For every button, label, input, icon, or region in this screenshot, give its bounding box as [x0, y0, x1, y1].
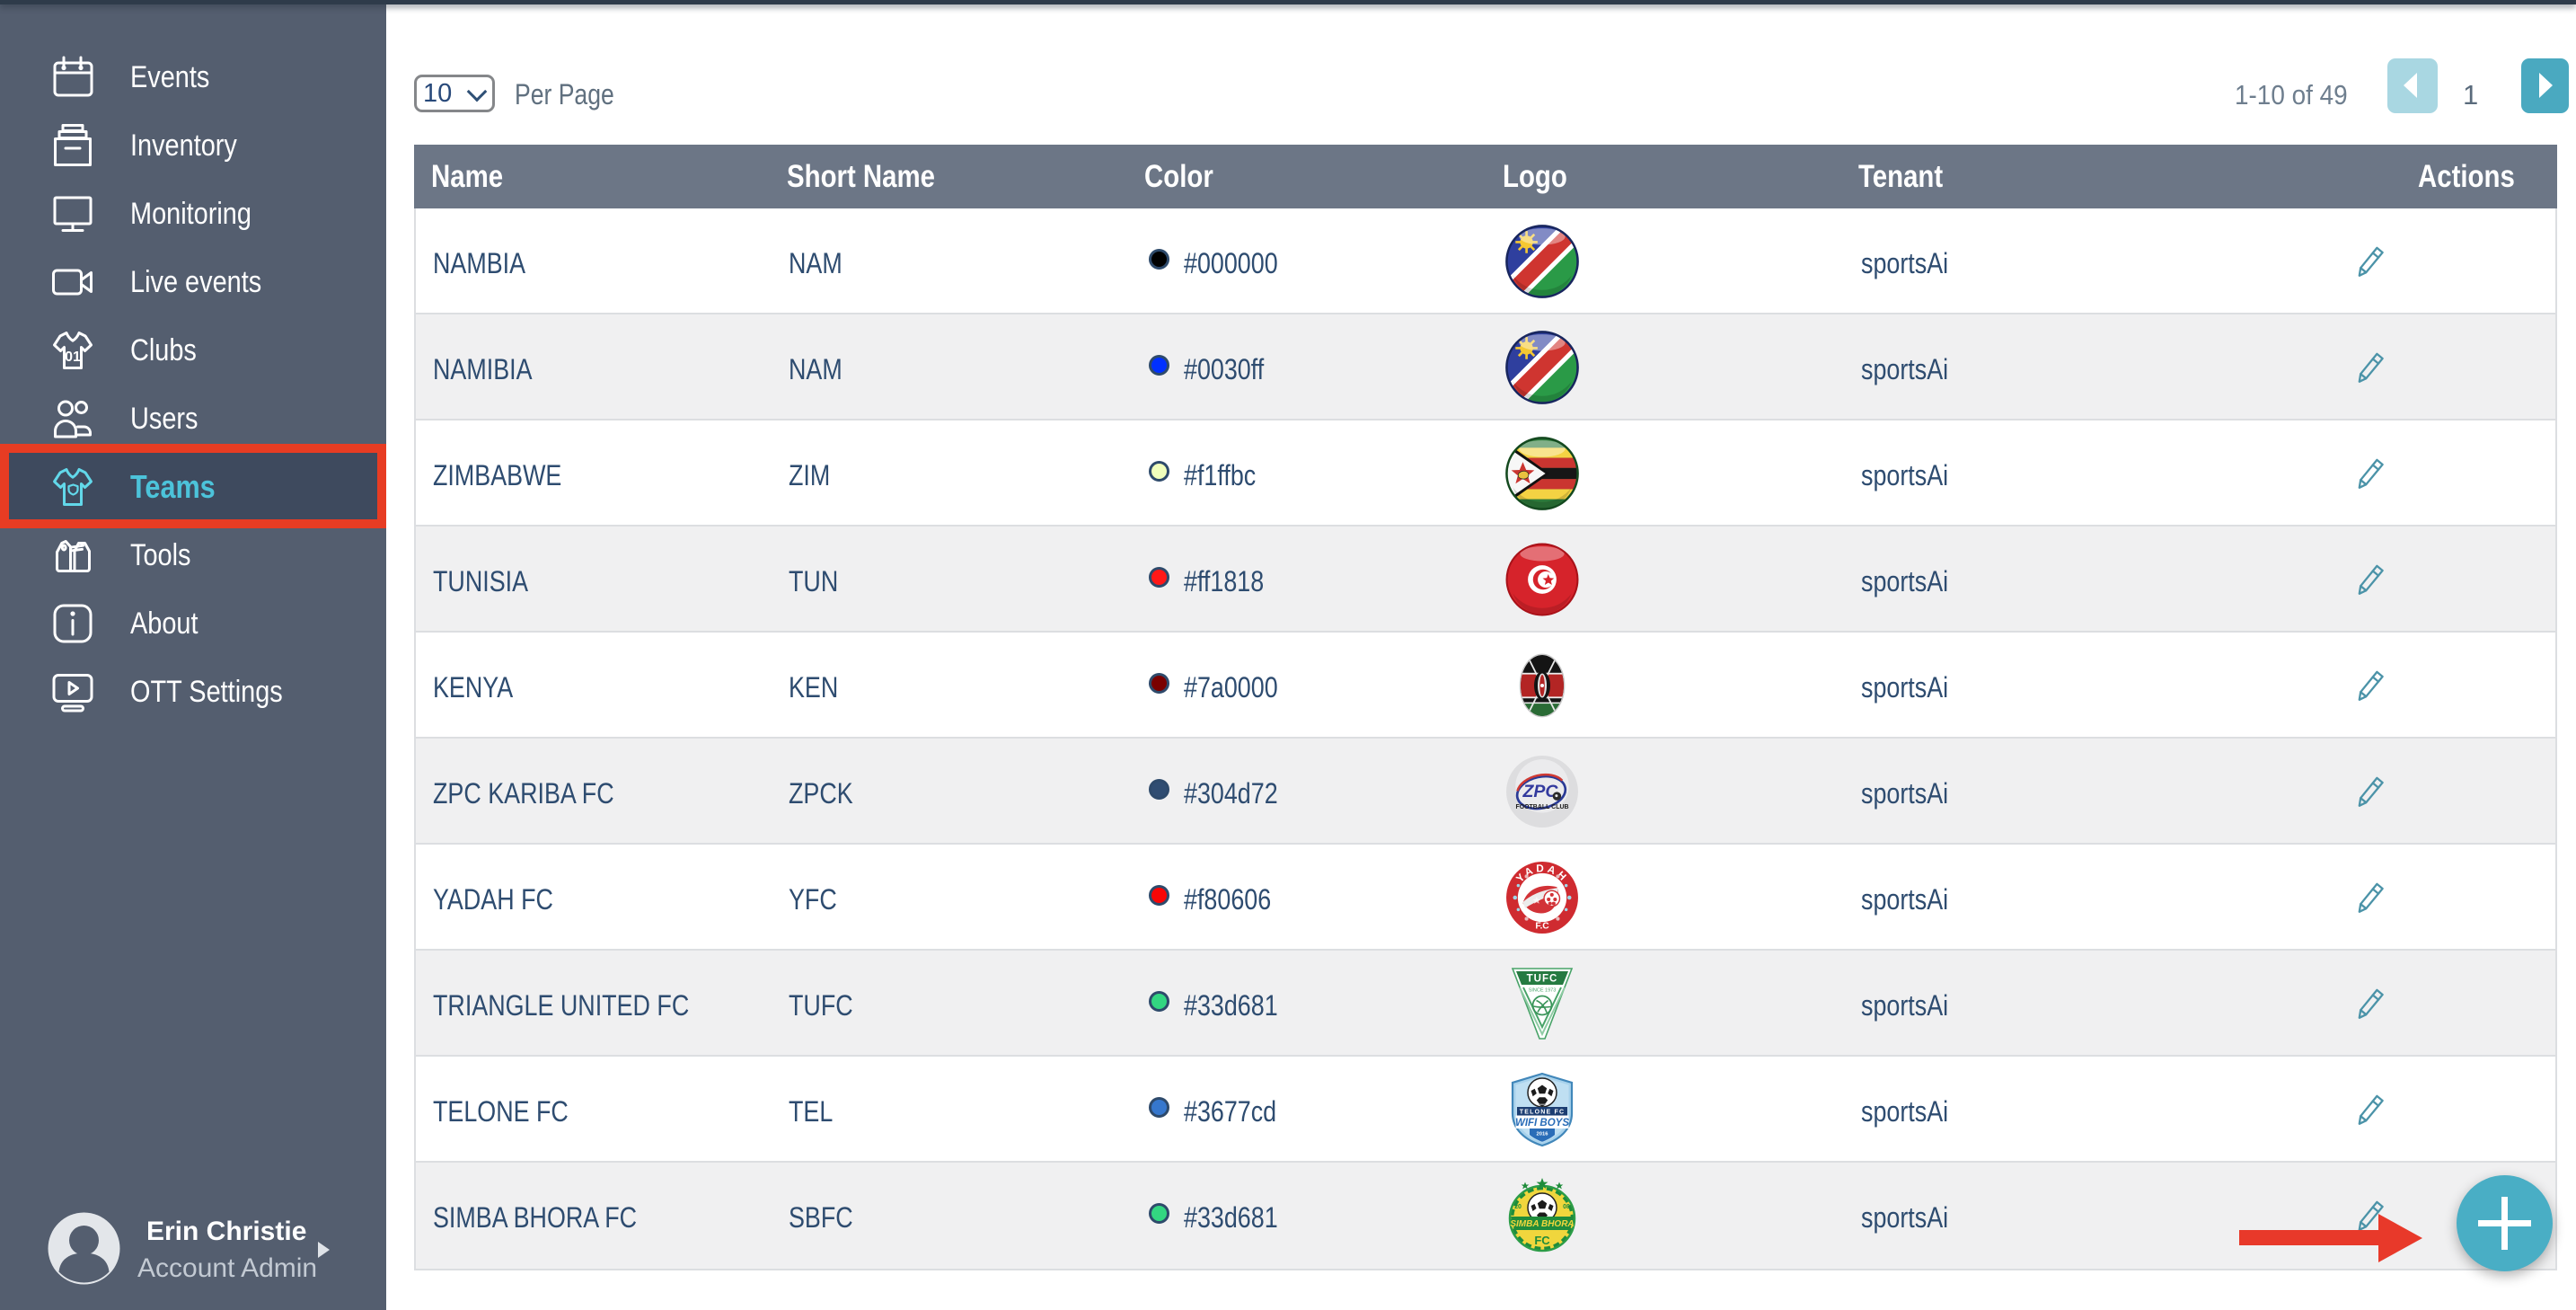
svg-text:SIMBA BHORA: SIMBA BHORA [1510, 1219, 1574, 1229]
svg-text:F.C: F.C [1535, 921, 1549, 931]
svg-text:FOOTBALL CLUB: FOOTBALL CLUB [1515, 804, 1568, 810]
svg-text:01: 01 [65, 350, 81, 365]
svg-text:SINCE 1973: SINCE 1973 [1529, 988, 1557, 994]
svg-text:ZPC: ZPC [1522, 782, 1558, 801]
svg-text:FC: FC [1534, 1234, 1550, 1247]
svg-text:WIFI BOYS: WIFI BOYS [1515, 1118, 1569, 1129]
svg-text:TUFC: TUFC [1527, 974, 1558, 985]
svg-text:20: 20 [1514, 1204, 1522, 1210]
svg-text:TELONE FC: TELONE FC [1520, 1109, 1565, 1115]
svg-text:08: 08 [1563, 1204, 1570, 1210]
svg-text:2016: 2016 [1537, 1132, 1549, 1137]
